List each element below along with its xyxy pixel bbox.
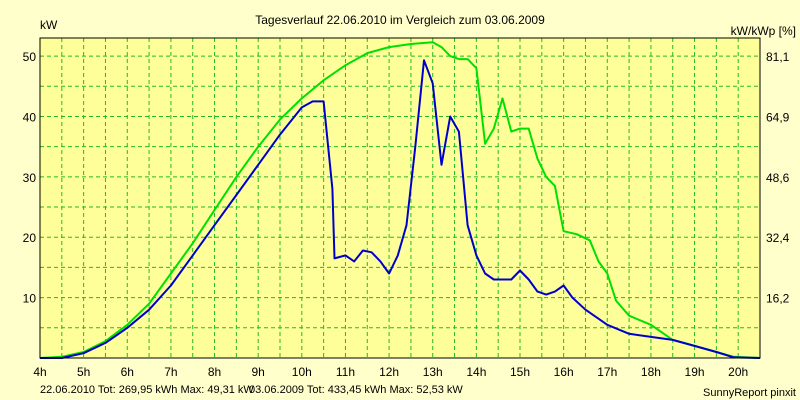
plot-area [40,38,760,358]
chart-title: Tagesverlauf 22.06.2010 im Vergleich zum… [255,13,545,27]
x-tick-label: 4h [33,365,46,379]
y-tick-label-left: 10 [23,292,37,306]
x-tick-label: 18h [641,365,661,379]
x-tick-label: 14h [466,365,486,379]
y-tick-label-right: 81,1 [766,50,790,64]
y-tick-label-right: 64,9 [766,110,790,124]
x-tick-label: 13h [423,365,443,379]
y-axis-right-label: kW/kWp [%] [731,24,796,38]
x-tick-label: 17h [597,365,617,379]
x-tick-label: 20h [728,365,748,379]
x-tick-label: 15h [510,365,530,379]
axes [39,37,761,359]
y-tick-label-right: 48,6 [766,171,790,185]
footer-series1: 22.06.2010 Tot: 269,95 kWh Max: 49,31 kW [40,384,254,396]
x-tick-label: 11h [336,365,355,379]
y-tick-label-left: 30 [23,171,37,185]
x-tick-label: 12h [379,365,399,379]
y-axis-left-label: kW [40,18,58,32]
y-tick-label-left: 40 [23,110,37,124]
x-tick-label: 19h [685,365,705,379]
tick-labels: 4h 5h 6h 7h 8h 9h 10h 11h 12h 13h 14h 15h 16h 17h 18h 1… [23,50,790,379]
x-tick-label: 10h [292,365,312,379]
series-line-22-06-2010 [40,59,761,359]
x-tick-label: 6h [121,365,134,379]
series-line-03-06-2009 [39,41,761,359]
y-tick-label-left: 20 [23,231,37,245]
x-tick-label: 16h [554,365,574,379]
y-tick-label-right: 32,4 [766,231,790,245]
x-tick-label: 9h [252,365,265,379]
x-tick-label: 5h [77,365,90,379]
footer-series2: 03.06.2009 Tot: 433,45 kWh Max: 52,53 kW [249,384,463,396]
x-tick-label: 7h [164,365,177,379]
x-tick-label: 8h [208,365,221,379]
y-tick-label-right: 16,2 [766,292,790,306]
footer-brand: SunnyReport pinxit [703,387,796,399]
y-tick-label-left: 50 [23,50,37,64]
series-layer [39,41,761,359]
plot-frame [39,37,761,359]
